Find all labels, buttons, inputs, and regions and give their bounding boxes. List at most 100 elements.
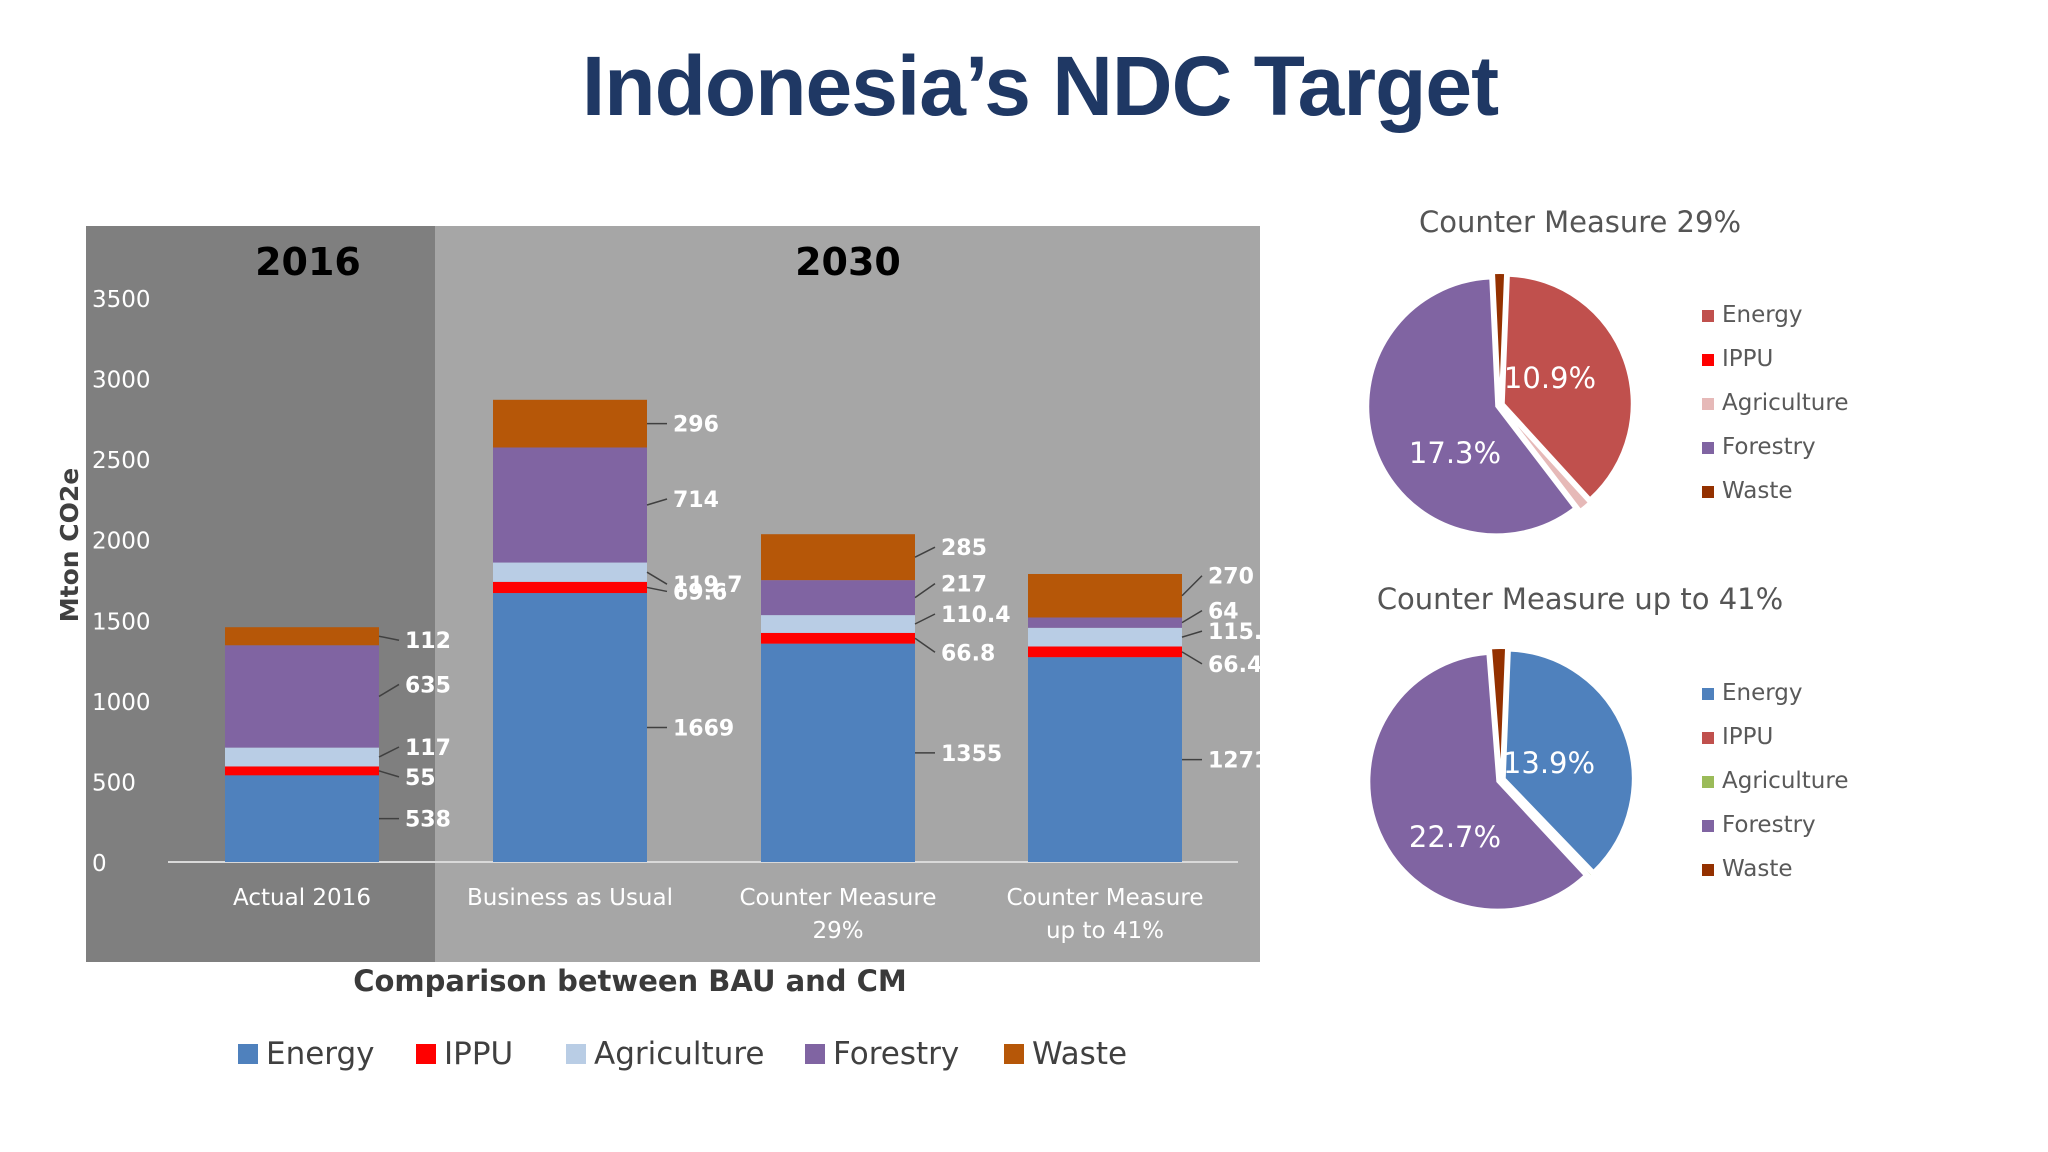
data-label-agriculture: 110.4 bbox=[941, 603, 1011, 628]
data-label-waste: 296 bbox=[673, 413, 719, 438]
pie-slice-waste bbox=[1492, 272, 1507, 402]
pie-slice-forestry bbox=[1367, 277, 1576, 536]
data-label-energy: 538 bbox=[405, 808, 451, 833]
pie-slice-energy bbox=[1503, 649, 1634, 873]
bar-segment-waste bbox=[225, 627, 379, 646]
data-label-leader bbox=[914, 637, 936, 653]
y-tick-label: 1500 bbox=[92, 609, 151, 635]
data-label-leader bbox=[646, 571, 668, 585]
data-label-energy: 1669 bbox=[673, 717, 734, 742]
pie-chart-2-title: Counter Measure up to 41% bbox=[1376, 582, 1784, 616]
data-label-leader bbox=[378, 683, 400, 698]
y-tick-label: 0 bbox=[92, 851, 107, 877]
bar-segment-energy bbox=[761, 643, 915, 862]
legend-swatch-ippu bbox=[416, 1044, 436, 1064]
bar-segment-energy bbox=[1028, 657, 1182, 862]
bar-segment-waste bbox=[493, 399, 647, 448]
bar-segment-energy bbox=[225, 775, 379, 862]
panel-label-2030: 2030 bbox=[795, 240, 901, 284]
data-label-leader bbox=[914, 613, 936, 625]
data-label-leader bbox=[1181, 610, 1203, 624]
x-tick-label: Counter Measure bbox=[1007, 885, 1204, 911]
y-tick-label: 3500 bbox=[92, 287, 151, 313]
stacked-bar-chart: 2016 2030 0 500 1000 1500 2000 2500 3000 3500 Mton… bbox=[55, 226, 1278, 1072]
bar-segment-ippu bbox=[493, 581, 647, 594]
x-tick-label: Actual 2016 bbox=[233, 885, 371, 911]
bar-segment-forestry bbox=[493, 447, 647, 563]
pie-chart-1-title: Counter Measure 29% bbox=[1418, 205, 1742, 239]
pie-legend-swatch-forestry bbox=[1702, 820, 1714, 832]
pie-slice-forestry bbox=[1368, 652, 1586, 911]
data-label-forestry: 217 bbox=[941, 573, 987, 598]
data-label-leader bbox=[378, 635, 400, 641]
pie-legend-label-waste: Waste bbox=[1722, 478, 1793, 504]
pie-slice-energy bbox=[1502, 274, 1633, 500]
pie-legend-label-forestry: Forestry bbox=[1722, 434, 1816, 460]
y-tick-label: 3000 bbox=[92, 368, 151, 394]
x-tick-label: 29% bbox=[812, 918, 863, 944]
data-label-leader bbox=[1181, 575, 1203, 597]
data-label-ippu: 55 bbox=[405, 766, 436, 791]
data-label-ippu: 69.6 bbox=[673, 580, 727, 605]
pie-legend-label-ippu: IPPU bbox=[1722, 724, 1773, 750]
bar-segment-agriculture bbox=[1028, 627, 1182, 647]
pie-label-forestry: 22.7% bbox=[1409, 820, 1501, 854]
data-label-agriculture: 115.9 bbox=[1208, 620, 1278, 645]
legend-label-waste: Waste bbox=[1032, 1036, 1127, 1072]
y-tick-label: 2000 bbox=[92, 529, 151, 555]
data-label-leader bbox=[646, 498, 668, 506]
y-tick-label: 1000 bbox=[92, 690, 151, 716]
data-label-agriculture: 117 bbox=[405, 736, 451, 761]
data-label-forestry: 714 bbox=[673, 488, 719, 513]
data-label-waste: 270 bbox=[1208, 565, 1254, 590]
pie-slice-agriculture bbox=[1501, 407, 1591, 512]
data-label-leader bbox=[1181, 630, 1203, 638]
bar-chart-title: Comparison between BAU and CM bbox=[353, 964, 907, 998]
bar-segment-energy bbox=[493, 593, 647, 862]
pie-legend-swatch-ippu bbox=[1702, 354, 1714, 366]
pie-legend-swatch-forestry bbox=[1702, 442, 1714, 454]
pie-legend-swatch-energy bbox=[1702, 688, 1714, 700]
bar-segment-waste bbox=[1028, 573, 1182, 618]
pie-legend-label-energy: Energy bbox=[1722, 680, 1803, 706]
pie-legend-label-ippu: IPPU bbox=[1722, 346, 1773, 372]
data-label-leader bbox=[646, 586, 668, 593]
x-tick-label: Business as Usual bbox=[467, 885, 673, 911]
page-title: Indonesia’s NDC Target bbox=[581, 39, 1499, 133]
legend-swatch-agriculture bbox=[566, 1044, 586, 1064]
data-label-waste: 112 bbox=[405, 629, 451, 654]
legend-label-energy: Energy bbox=[266, 1036, 375, 1072]
data-label-leader bbox=[914, 546, 936, 558]
bar-segment-agriculture bbox=[225, 747, 379, 767]
panel-label-2016: 2016 bbox=[255, 240, 361, 284]
data-label-leader bbox=[378, 746, 400, 758]
data-label-agriculture: 119.7 bbox=[673, 573, 743, 598]
pie-legend-swatch-ippu bbox=[1702, 732, 1714, 744]
legend-swatch-forestry bbox=[805, 1044, 825, 1064]
x-tick-label: Counter Measure bbox=[740, 885, 937, 911]
y-axis-label: Mton CO2e bbox=[55, 468, 84, 622]
data-label-ippu: 66.4 bbox=[1208, 653, 1262, 678]
bar-segment-ippu bbox=[761, 632, 915, 644]
bar-segment-waste bbox=[761, 534, 915, 581]
bar-segment-forestry bbox=[225, 645, 379, 748]
pie-slice-agriculture bbox=[1503, 782, 1594, 879]
legend-label-ippu: IPPU bbox=[444, 1036, 513, 1072]
data-label-energy: 1355 bbox=[941, 742, 1002, 767]
bar-segment-forestry bbox=[761, 580, 915, 616]
bar-segment-agriculture bbox=[761, 615, 915, 633]
pie-label-forestry: 17.3% bbox=[1409, 436, 1501, 470]
data-label-leader bbox=[378, 770, 400, 778]
pie-legend-swatch-waste bbox=[1702, 486, 1714, 498]
pie-legend-label-agriculture: Agriculture bbox=[1722, 768, 1849, 794]
pie-label-energy: 13.9% bbox=[1503, 746, 1595, 780]
data-label-forestry: 635 bbox=[405, 673, 451, 698]
legend-label-agriculture: Agriculture bbox=[594, 1036, 765, 1072]
x-tick-label: up to 41% bbox=[1046, 918, 1164, 944]
pie-legend-label-agriculture: Agriculture bbox=[1722, 390, 1849, 416]
legend-label-forestry: Forestry bbox=[833, 1036, 959, 1072]
pie-legend-swatch-agriculture bbox=[1702, 398, 1714, 410]
legend-swatch-waste bbox=[1004, 1044, 1024, 1064]
data-label-ippu: 66.8 bbox=[941, 641, 995, 666]
